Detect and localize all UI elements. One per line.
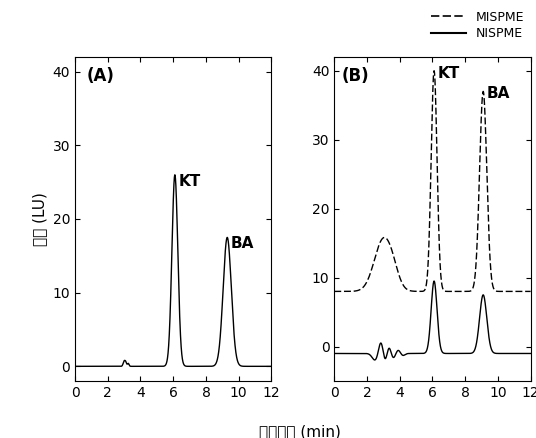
Text: BA: BA bbox=[487, 86, 510, 101]
Text: (B): (B) bbox=[342, 67, 370, 85]
Text: (A): (A) bbox=[87, 67, 115, 85]
Legend: MISPME, NISPME: MISPME, NISPME bbox=[431, 11, 524, 40]
Text: 保留时间 (min): 保留时间 (min) bbox=[259, 424, 341, 438]
Text: KT: KT bbox=[178, 174, 200, 189]
Y-axis label: 峰高 (LU): 峰高 (LU) bbox=[32, 192, 47, 246]
Text: KT: KT bbox=[437, 66, 459, 81]
Text: BA: BA bbox=[230, 237, 254, 251]
